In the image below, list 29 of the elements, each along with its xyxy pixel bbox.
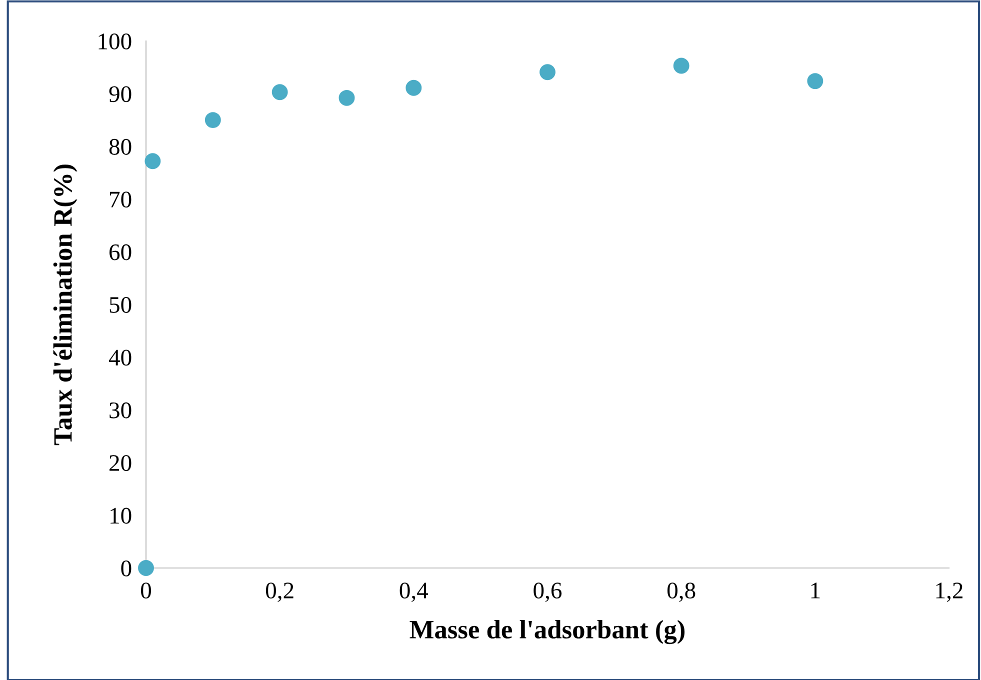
y-tick-label: 100: [98, 33, 132, 50]
x-tick-label: 0,2: [266, 582, 294, 602]
y-tick-label: 90: [109, 86, 132, 102]
x-tick-label: 0,8: [667, 582, 696, 602]
point: [406, 80, 422, 96]
x-tick-label: 1,2: [936, 582, 962, 602]
point: [204, 112, 221, 128]
y-axis-title: Taux d'élimination R(%): [53, 164, 78, 446]
y-tick-label: 60: [110, 244, 132, 260]
point: [272, 84, 288, 100]
y-tick-label: 40: [108, 350, 132, 366]
point: [338, 90, 355, 106]
y-tick-label: 0: [121, 560, 132, 576]
point: [138, 560, 154, 576]
y-tick-label: 10: [110, 508, 132, 524]
x-tick-label: 0,4: [400, 582, 428, 602]
y-tick-label: 30: [110, 402, 132, 418]
point: [807, 73, 824, 90]
y-tick-label: 50: [110, 296, 132, 313]
x-tick-label: 0,6: [534, 582, 562, 602]
x-tick-label: 0: [140, 582, 152, 599]
y-tick-label: 20: [110, 455, 132, 472]
x-axis-title: Masse de l'adsorbant (g): [410, 620, 685, 644]
y-tick-label: 80: [109, 138, 132, 155]
x-tick-label: 1: [811, 582, 820, 598]
point: [673, 58, 690, 74]
point: [540, 64, 556, 80]
y-tick-label: 70: [110, 192, 132, 208]
point: [144, 153, 161, 170]
